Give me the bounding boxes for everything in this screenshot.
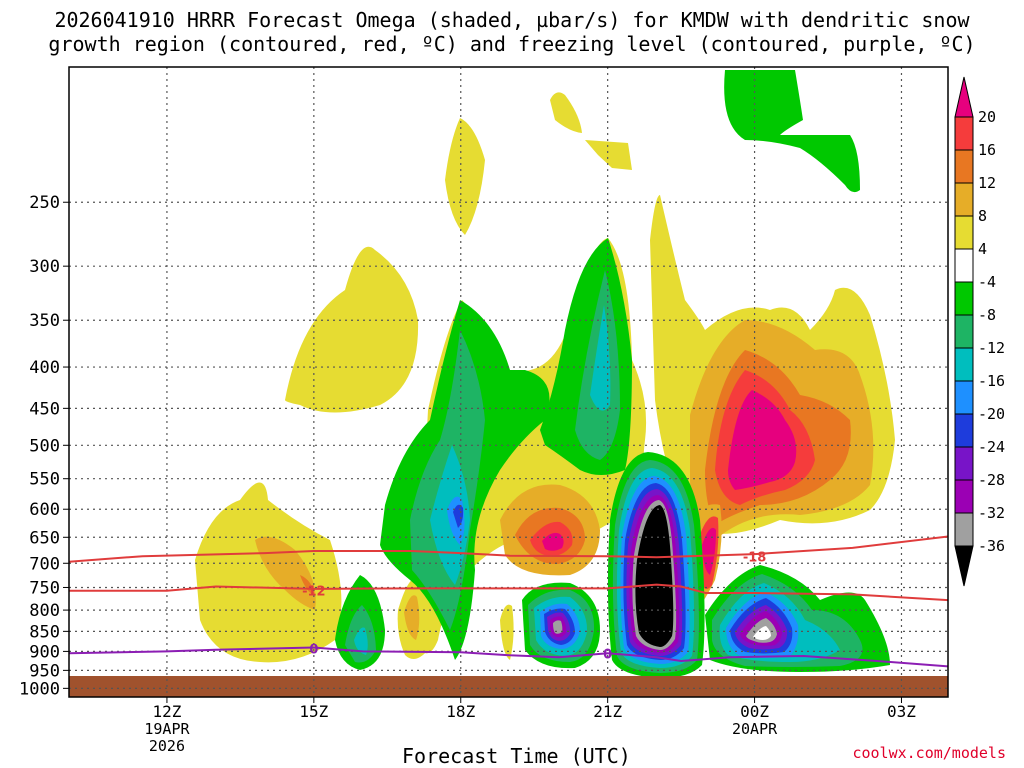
omega-region (635, 505, 674, 647)
omega-region (300, 575, 315, 596)
colorbar-label: -16 (978, 372, 1005, 390)
colorbar-label: -24 (978, 438, 1005, 456)
x-tick-label: 12Z (152, 702, 181, 721)
colorbar-swatch (954, 116, 974, 151)
contour-label: 0 (309, 642, 318, 657)
omega-region (728, 390, 797, 490)
omega-region (590, 305, 611, 411)
omega-region (453, 504, 464, 528)
colorbar-label: 4 (978, 240, 987, 258)
y-tick-label: 300 (29, 257, 60, 277)
contour-line (69, 646, 948, 668)
y-tick-label: 950 (29, 661, 60, 681)
x-tick-sublabel: 19APR (144, 720, 190, 738)
colorbar-swatch (954, 248, 974, 283)
y-tick-label: 1000 (19, 679, 60, 699)
colorbar-swatch (954, 413, 974, 448)
colorbar-swatch (954, 149, 974, 184)
x-axis-label: Forecast Time (UTC) (402, 744, 631, 768)
colorbar-label: -32 (978, 504, 1005, 522)
y-tick-label: 900 (29, 642, 60, 662)
omega-region (255, 536, 316, 610)
colorbar-swatch (954, 182, 974, 217)
contour-line (69, 535, 948, 563)
ground-surface (69, 676, 948, 697)
x-tick-label: 21Z (593, 702, 622, 721)
plot-frame (68, 66, 949, 698)
colorbar-label: -12 (978, 339, 1005, 357)
colorbar-label: -20 (978, 405, 1005, 423)
omega-region (445, 118, 485, 235)
y-tick-label: 400 (29, 358, 60, 378)
y-tick-label: 800 (29, 601, 60, 621)
omega-shading (195, 70, 895, 678)
y-tick-label: 250 (29, 193, 60, 213)
x-tick-sublabel: 2026 (149, 737, 185, 755)
credit-link[interactable]: coolwx.com/models (852, 744, 1006, 762)
y-tick-label: 450 (29, 399, 60, 419)
omega-region (753, 626, 771, 640)
colorbar-label: 16 (978, 141, 996, 159)
contour-line (69, 583, 948, 602)
y-tick-label: 350 (29, 311, 60, 331)
colorbar-label: -28 (978, 471, 1005, 489)
colorbar-swatch (954, 314, 974, 349)
contour-label: -12 (302, 585, 326, 600)
colorbar-swatch (954, 479, 974, 514)
y-tick-label: 600 (29, 500, 60, 520)
colorbar-label: -4 (978, 273, 996, 291)
omega-region (285, 246, 419, 413)
y-tick-label: 650 (29, 528, 60, 548)
pressure-axis: 2503003504004505005506006507007508008509… (19, 193, 69, 699)
x-tick-label: 00Z (740, 702, 769, 721)
colorbar-label: -8 (978, 306, 996, 324)
omega-region (500, 604, 514, 660)
x-tick-label: 15Z (299, 702, 328, 721)
omega-region (724, 70, 860, 193)
omega-region (585, 140, 632, 170)
y-tick-label: 700 (29, 554, 60, 574)
omega-region (542, 532, 564, 551)
x-tick-sublabel: 20APR (732, 720, 778, 738)
chart-title-line-1: 2026041910 HRRR Forecast Omega (shaded, … (54, 8, 970, 32)
x-tick-label: 18Z (446, 702, 475, 721)
y-tick-label: 500 (29, 436, 60, 456)
colorbar-swatch (954, 380, 974, 415)
y-tick-label: 750 (29, 578, 60, 598)
colorbar-swatch (954, 446, 974, 481)
y-tick-label: 850 (29, 622, 60, 642)
colorbar: 20 16 12 8 4 -4 -8 -12 -16 -20 -24 -28 -32 -36 (954, 76, 1005, 587)
chart-title-line-2: growth region (contoured, red, ºC) and f… (48, 32, 976, 56)
colorbar-label: 8 (978, 207, 987, 225)
x-tick-label: 03Z (887, 702, 916, 721)
omega-region (550, 92, 582, 133)
omega-region (404, 595, 420, 640)
grid-lines (69, 67, 948, 697)
colorbar-bottom-arrow (954, 545, 974, 587)
colorbar-swatch (954, 512, 974, 547)
contour-label: -18 (743, 551, 767, 566)
omega-region (553, 620, 563, 634)
colorbar-label: 12 (978, 174, 996, 192)
omega-region (195, 482, 342, 663)
y-tick-label: 550 (29, 470, 60, 490)
colorbar-label: -36 (978, 537, 1005, 555)
temperature-contours: -18 -12 0 0 (69, 535, 948, 668)
omega-region (354, 627, 368, 655)
colorbar-swatch (954, 347, 974, 382)
colorbar-swatch (954, 281, 974, 316)
colorbar-swatch (954, 215, 974, 250)
colorbar-label: 20 (978, 108, 996, 126)
contour-label: 0 (603, 648, 612, 663)
